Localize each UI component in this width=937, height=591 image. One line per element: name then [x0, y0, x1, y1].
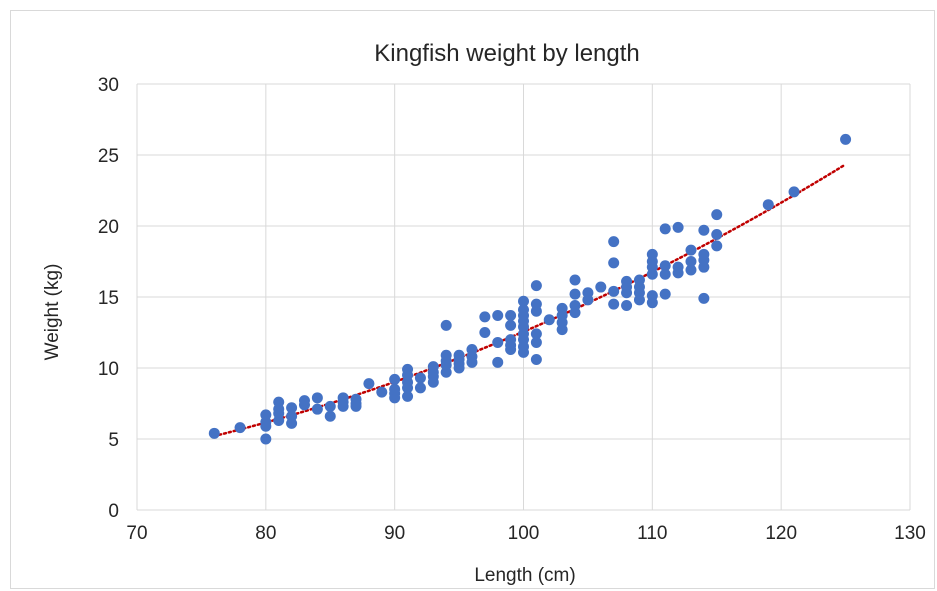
data-point — [659, 268, 671, 280]
data-point — [698, 224, 710, 236]
data-point — [440, 319, 452, 331]
data-point — [672, 221, 684, 233]
y-tick-label: 30 — [98, 75, 119, 96]
data-point — [324, 410, 336, 422]
data-point — [492, 309, 504, 321]
data-point — [685, 244, 697, 256]
data-point — [530, 336, 542, 348]
data-point — [260, 409, 272, 421]
y-tick-labels: 0 5 10 15 20 25 30 — [98, 75, 119, 522]
data-point — [363, 378, 375, 390]
data-point — [646, 248, 658, 260]
data-point — [762, 199, 774, 211]
data-point — [840, 133, 852, 145]
data-point — [376, 386, 388, 398]
data-point — [608, 298, 620, 310]
data-points — [208, 133, 852, 445]
data-point — [711, 240, 723, 252]
x-tick-label: 90 — [384, 523, 405, 544]
data-point — [414, 372, 426, 384]
data-point — [273, 396, 285, 408]
x-axis-label: Length (cm) — [474, 565, 575, 586]
data-point — [659, 260, 671, 272]
data-point — [698, 248, 710, 260]
y-tick-label: 25 — [98, 146, 119, 167]
data-point — [633, 274, 645, 286]
data-point — [530, 298, 542, 310]
x-tick-label: 130 — [894, 523, 926, 544]
data-point — [711, 229, 723, 241]
data-point — [337, 392, 349, 404]
data-point — [298, 395, 310, 407]
data-point — [659, 223, 671, 235]
data-point — [543, 314, 555, 326]
data-point — [569, 300, 581, 312]
data-point — [311, 392, 323, 404]
data-point — [260, 433, 272, 445]
data-point — [659, 288, 671, 300]
x-tick-label: 110 — [637, 523, 667, 544]
data-point — [505, 309, 517, 321]
data-point — [286, 402, 298, 414]
y-tick-label: 20 — [98, 217, 119, 238]
data-point — [621, 300, 633, 312]
data-point — [311, 403, 323, 415]
data-point — [608, 257, 620, 269]
x-tick-label: 120 — [765, 523, 797, 544]
data-point — [582, 287, 594, 299]
data-point — [569, 274, 581, 286]
data-point — [505, 334, 517, 346]
data-point — [788, 186, 800, 198]
data-point — [324, 400, 336, 412]
data-point — [427, 361, 439, 373]
data-point — [621, 275, 633, 287]
data-point — [440, 349, 452, 361]
data-point — [492, 356, 504, 368]
data-point — [414, 382, 426, 394]
chart-title: Kingfish weight by length — [374, 40, 640, 67]
data-point — [530, 280, 542, 292]
data-point — [711, 209, 723, 221]
data-point — [479, 327, 491, 338]
data-point — [208, 427, 220, 439]
data-point — [518, 304, 529, 316]
data-point — [685, 264, 697, 276]
data-point — [530, 353, 542, 365]
data-point — [479, 311, 491, 323]
data-point — [492, 336, 504, 348]
data-point — [402, 363, 414, 375]
x-tick-label: 100 — [508, 523, 540, 544]
data-point — [286, 410, 298, 422]
data-point — [234, 422, 246, 434]
y-tick-label: 10 — [98, 359, 119, 380]
data-point — [569, 288, 581, 300]
data-point — [698, 292, 710, 304]
trendline — [213, 163, 847, 438]
data-point — [453, 349, 465, 361]
data-point — [530, 328, 542, 340]
trendline-group — [213, 163, 847, 438]
data-point — [350, 393, 362, 405]
data-point — [672, 261, 684, 273]
data-point — [389, 383, 401, 395]
y-axis-label: Weight (kg) — [42, 264, 63, 361]
x-tick-labels: 70 80 90 100 110 120 130 — [126, 523, 925, 544]
data-point — [595, 281, 607, 293]
data-point — [608, 285, 620, 297]
data-point — [466, 344, 478, 356]
x-tick-label: 80 — [255, 523, 276, 544]
y-tick-label: 0 — [108, 501, 119, 522]
data-point — [646, 290, 658, 302]
data-point — [402, 390, 414, 402]
data-point — [505, 319, 517, 331]
y-tick-label: 5 — [108, 430, 119, 451]
y-tick-label: 15 — [98, 288, 119, 309]
data-point — [608, 236, 620, 248]
data-point — [556, 302, 568, 314]
data-point — [685, 256, 697, 267]
data-point — [389, 373, 401, 385]
data-point — [518, 295, 529, 307]
x-tick-label: 70 — [126, 523, 147, 544]
